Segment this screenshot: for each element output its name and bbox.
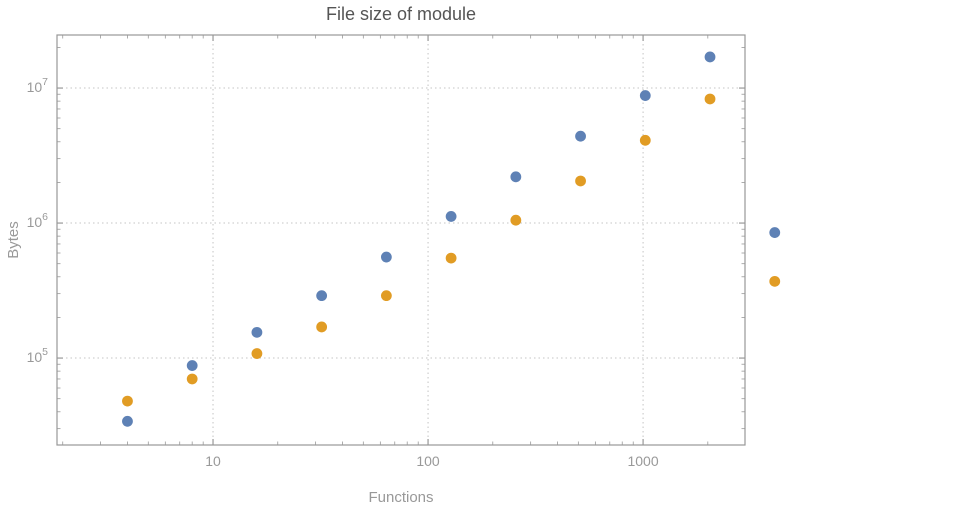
data-point-blue [380,251,392,263]
x-tick-label: 100 [416,453,440,469]
data-point-blue [639,90,651,101]
data-point-orange [704,93,716,105]
data-point-orange [122,395,133,407]
data-point-orange [769,275,781,287]
data-point-blue [704,51,716,63]
data-point-blue [251,326,263,338]
data-point-orange [380,290,392,302]
x-tick-label: 10 [205,453,221,469]
y-tick-label: 105 [27,346,49,365]
data-point-orange [639,134,651,146]
y-tick-label: 107 [27,76,49,95]
data-point-blue [575,130,586,142]
data-point-orange [510,214,522,226]
data-point-blue [186,360,198,371]
plot-frame [56,34,746,446]
data-point-blue [769,227,781,238]
chart-title: File size of module [325,4,477,24]
x-tick-label: 1000 [627,453,658,469]
data-point-blue [445,211,457,222]
data-point-orange [186,373,198,385]
data-point-orange [445,252,457,264]
x-axis-label: Functions [368,489,434,506]
data-point-orange [316,321,328,333]
data-point-orange [251,348,263,359]
data-point-blue [122,415,133,427]
data-point-blue [510,171,522,183]
y-tick-label: 106 [27,211,49,230]
data-point-orange [575,175,586,187]
data-point-blue [316,290,328,302]
